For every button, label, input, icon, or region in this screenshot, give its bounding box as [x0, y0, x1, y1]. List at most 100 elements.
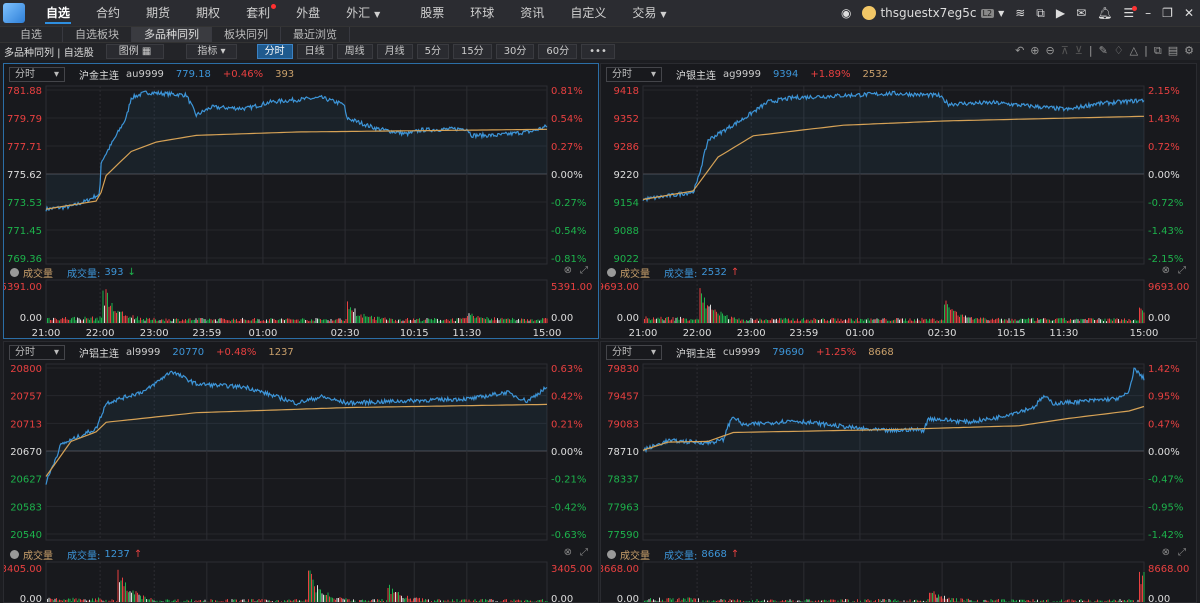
- volume-bar: [49, 598, 50, 603]
- message-list-icon[interactable]: ☰: [1123, 6, 1134, 20]
- expand-icon[interactable]: ⤢: [1178, 547, 1186, 558]
- scroll-up-icon[interactable]: ⊼: [1061, 44, 1069, 58]
- period-button[interactable]: 分时: [257, 44, 293, 59]
- period-button[interactable]: •••: [581, 44, 615, 59]
- legend-button[interactable]: 图例 ▦: [106, 44, 165, 59]
- mail-icon[interactable]: ✉: [1076, 6, 1086, 20]
- popout-icon[interactable]: ⧉: [1036, 6, 1045, 21]
- nav-item[interactable]: 套利: [233, 0, 283, 26]
- sub-tab[interactable]: 最近浏览: [281, 27, 350, 42]
- chevron-down-icon: ▼: [660, 10, 666, 19]
- period-button[interactable]: 30分: [496, 44, 535, 59]
- draw-icon[interactable]: ✎: [1099, 44, 1108, 58]
- period-button[interactable]: 日线: [297, 44, 333, 59]
- volume-bar: [715, 310, 716, 323]
- bell-icon[interactable]: 🔔︎: [1097, 6, 1112, 20]
- nav-item[interactable]: 合约: [83, 0, 133, 26]
- expand-icon[interactable]: ⤢: [580, 265, 588, 276]
- volume-bar: [671, 600, 672, 603]
- nav-item[interactable]: 外汇▼: [333, 0, 393, 26]
- volume-bar: [704, 298, 705, 324]
- robot-assistant-icon[interactable]: ◉: [841, 6, 851, 20]
- collapse-icon[interactable]: [10, 268, 19, 277]
- nav-item[interactable]: 外盘: [283, 0, 333, 26]
- copy-icon[interactable]: ⧉: [1154, 44, 1162, 58]
- nav-item[interactable]: 股票: [407, 0, 457, 26]
- volume-bar: [407, 596, 408, 603]
- sub-tab[interactable]: 多品种同列: [132, 27, 212, 42]
- volume-bar: [308, 571, 309, 603]
- period-button[interactable]: 15分: [453, 44, 492, 59]
- nav-item[interactable]: 交易▼: [619, 0, 679, 26]
- period-button[interactable]: 月线: [377, 44, 413, 59]
- volume-bar: [466, 318, 467, 323]
- sub-tab[interactable]: 自选板块: [63, 27, 132, 42]
- settings-icon[interactable]: ⚙: [1184, 44, 1194, 58]
- scroll-down-icon[interactable]: ⊻: [1075, 44, 1083, 58]
- volume-bar: [947, 304, 948, 323]
- volume-bar: [757, 319, 758, 323]
- volume-bar: [424, 320, 425, 323]
- alert-icon[interactable]: ♢: [1114, 44, 1124, 58]
- warning-icon[interactable]: △: [1130, 44, 1138, 58]
- nav-item[interactable]: 期权: [183, 0, 233, 26]
- layers-icon[interactable]: ≋: [1015, 6, 1025, 20]
- volume-bar: [668, 598, 669, 603]
- volume-bar: [134, 594, 135, 603]
- nav-item[interactable]: 自选: [33, 0, 83, 26]
- volume-label: 成交量:: [67, 547, 100, 562]
- video-icon[interactable]: ▶: [1056, 6, 1065, 20]
- collapse-icon[interactable]: [607, 550, 616, 559]
- close-indicator-icon[interactable]: ⊗: [564, 547, 572, 558]
- undo-icon[interactable]: ↶: [1015, 44, 1024, 58]
- close-indicator-icon[interactable]: ⊗: [564, 265, 572, 276]
- period-button[interactable]: 60分: [538, 44, 577, 59]
- volume-bar: [416, 598, 417, 603]
- volume-max-label: 3405.00: [4, 564, 42, 575]
- indicator-dropdown[interactable]: 指标 ▾: [186, 44, 236, 59]
- volume-bar: [1076, 319, 1077, 323]
- restore-icon[interactable]: ❐: [1162, 6, 1173, 20]
- volume-bar: [659, 319, 660, 323]
- volume-header: 成交量成交量:8668↑: [607, 547, 739, 562]
- nav-item[interactable]: 资讯: [507, 0, 557, 26]
- volume-bar: [356, 316, 357, 323]
- volume-bar: [536, 320, 537, 323]
- volume-bar: [712, 310, 713, 323]
- close-indicator-icon[interactable]: ⊗: [1162, 265, 1170, 276]
- nav-item[interactable]: 环球: [457, 0, 507, 26]
- sub-tab[interactable]: 自选: [0, 27, 63, 42]
- percent-axis-label: 0.54%: [551, 114, 583, 125]
- sub-tab[interactable]: 板块同列: [212, 27, 281, 42]
- volume-bar: [1048, 600, 1049, 603]
- layout-icon[interactable]: ▤: [1168, 44, 1178, 58]
- minimize-icon[interactable]: –: [1145, 6, 1151, 20]
- volume-bar: [400, 595, 401, 603]
- nav-item[interactable]: 自定义: [557, 0, 619, 26]
- collapse-icon[interactable]: [10, 550, 19, 559]
- volume-bar: [1018, 321, 1019, 323]
- close-indicator-icon[interactable]: ⊗: [1162, 547, 1170, 558]
- period-button[interactable]: 周线: [337, 44, 373, 59]
- volume-bar: [164, 321, 165, 323]
- volume-bar: [923, 320, 924, 323]
- volume-bar: [953, 311, 954, 323]
- collapse-icon[interactable]: [607, 268, 616, 277]
- view-label: 多品种同列 | 自选股: [4, 44, 94, 59]
- period-button[interactable]: 5分: [417, 44, 449, 59]
- volume-bar: [100, 599, 101, 603]
- expand-icon[interactable]: ⤢: [580, 547, 588, 558]
- nav-label: 自定义: [570, 6, 606, 20]
- zoom-out-icon[interactable]: ⊖: [1046, 44, 1055, 58]
- nav-item[interactable]: 期货: [133, 0, 183, 26]
- volume-bar: [430, 319, 431, 323]
- volume-bar: [811, 320, 812, 323]
- zoom-in-icon[interactable]: ⊕: [1030, 44, 1039, 58]
- close-icon[interactable]: ✕: [1184, 6, 1194, 20]
- expand-icon[interactable]: ⤢: [1178, 265, 1186, 276]
